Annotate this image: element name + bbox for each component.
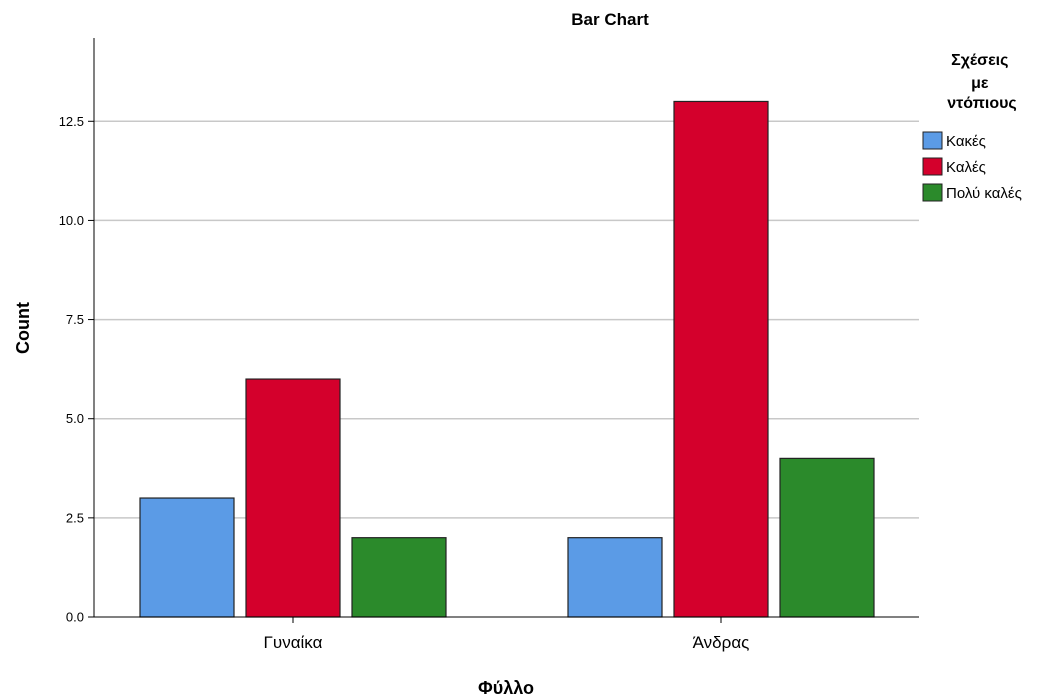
bar (245, 378, 341, 618)
legend-title: Σχέσεις με ντόπιους (947, 52, 1016, 112)
x-tick-label: Άνδρας (693, 633, 750, 652)
legend-title-line: Σχέσεις (951, 52, 1008, 69)
bar (779, 457, 875, 618)
legend-label: Πολύ καλές (946, 185, 1022, 202)
legend-label: Καλές (946, 159, 986, 176)
bar (351, 537, 447, 618)
bar (139, 497, 235, 618)
legend-swatch (922, 183, 943, 202)
y-axis-title: Count (13, 302, 33, 354)
legend-items: Κακές Καλές Πολύ καλές (922, 131, 1022, 202)
y-tick-labels: 0.0 2.5 5.0 7.5 10.0 12.5 (59, 114, 94, 625)
legend: Σχέσεις με ντόπιους Κακές Καλές Πολύ καλές (922, 52, 1022, 202)
bar (673, 100, 769, 618)
x-tick-labels: Γυναίκα Άνδρας (264, 617, 750, 652)
y-tick-label: 0.0 (66, 610, 84, 625)
legend-swatch (922, 157, 943, 176)
legend-title-line: ντόπιους (947, 95, 1016, 112)
legend-title-line: με (971, 75, 989, 92)
x-tick-label: Γυναίκα (264, 633, 323, 652)
y-tick-label: 2.5 (66, 510, 84, 525)
y-tick-label: 10.0 (59, 213, 84, 228)
bar (567, 537, 663, 618)
legend-swatch (922, 131, 943, 150)
y-tick-label: 7.5 (66, 312, 84, 327)
bars (139, 100, 875, 618)
legend-label: Κακές (946, 133, 986, 150)
y-tick-label: 12.5 (59, 114, 84, 129)
chart-title: Bar Chart (571, 10, 649, 29)
axes (93, 38, 919, 618)
x-axis-title: Φύλλο (478, 678, 534, 698)
y-tick-label: 5.0 (66, 411, 84, 426)
